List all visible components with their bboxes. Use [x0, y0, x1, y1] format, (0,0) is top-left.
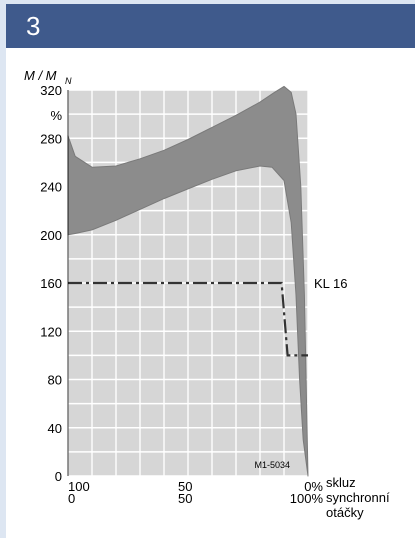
x-tick-label-sync: 50	[178, 491, 192, 506]
x-axis-label-sync-line2: otáčky	[326, 505, 364, 520]
x-axis-label-slip: skluz	[326, 475, 356, 490]
x-tick-label-sync: 100%	[290, 491, 324, 506]
y-tick-label: 240	[40, 180, 62, 195]
y-tick-label: 160	[40, 276, 62, 291]
x-axis-label-sync-line1: synchronní	[326, 490, 390, 505]
torque-band	[67, 85, 309, 477]
figure-header: 3	[6, 4, 415, 48]
y-tick-label: 120	[40, 324, 62, 339]
y-tick-label: 200	[40, 228, 62, 243]
x-tick-label-slip: 50	[178, 479, 192, 494]
y-axis-label-subscript: N	[65, 76, 72, 86]
y-axis-label-main: M / M	[24, 68, 57, 83]
y-tick-label: 0	[55, 469, 62, 484]
code-label: M1-5034	[254, 460, 290, 470]
y-axis-unit: %	[50, 108, 62, 123]
y-tick-label: 280	[40, 131, 62, 146]
series-kl16-line	[68, 281, 308, 357]
x-tick-label-slip: 100	[68, 479, 90, 494]
y-tick-label: 80	[48, 373, 62, 388]
y-tick-label: 40	[48, 421, 62, 436]
y-tick-label: 320	[40, 83, 62, 98]
series-label: KL 16	[314, 276, 348, 291]
figure-number: 3	[26, 11, 41, 41]
x-tick-label-sync: 0	[68, 491, 75, 506]
x-tick-label-slip: 0%	[304, 479, 323, 494]
